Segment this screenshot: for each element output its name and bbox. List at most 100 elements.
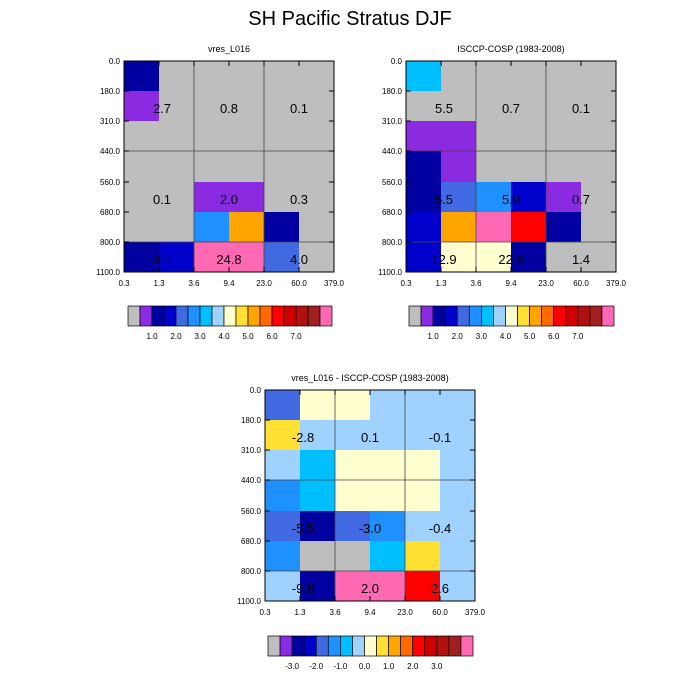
cell-value-label: 0.3 (290, 192, 308, 207)
heatmap-cell (581, 61, 617, 92)
cell-value-label: -2.8 (292, 430, 314, 445)
heatmap-cell (229, 242, 265, 273)
cell-value-label: -3.0 (359, 521, 381, 536)
heatmap-cell (405, 511, 441, 542)
heatmap-cell (265, 420, 301, 451)
colorbar-swatch (291, 635, 305, 657)
heatmap-cell (441, 151, 477, 183)
cell-value-label: 5.0 (502, 192, 520, 207)
cell-value-label: 2.0 (361, 581, 379, 596)
x-tick-label: 3.6 (188, 279, 200, 288)
heatmap-cell (511, 61, 547, 92)
colorbar-swatch (456, 305, 470, 327)
colorbar-swatch (424, 635, 438, 657)
x-tick-label: 60.0 (432, 608, 448, 617)
heatmap-cell (406, 182, 442, 213)
heatmap-cell (229, 212, 265, 243)
colorbar-swatch (408, 305, 422, 327)
colorbar-tick-label: 6.0 (548, 332, 560, 341)
heatmap-cell (441, 242, 477, 273)
heatmap-cell (370, 511, 406, 542)
colorbar-swatch (388, 635, 401, 657)
colorbar-swatch (319, 305, 333, 327)
colorbar-tick-label: 3.0 (431, 662, 443, 671)
heatmap-cell (546, 242, 582, 273)
colorbar-tick-label: 2.0 (170, 332, 182, 341)
y-tick-label: 440.0 (100, 147, 121, 156)
heatmap-cell (265, 541, 301, 572)
y-tick-label: 560.0 (382, 178, 403, 187)
colorbar-tick-label: 2.0 (452, 332, 464, 341)
colorbar-swatch (448, 635, 462, 657)
figure-title: SH Pacific Stratus DJF (248, 8, 452, 30)
colorbar-swatch (553, 305, 567, 327)
cell-value-label: 5.5 (435, 101, 453, 116)
heatmap-cell (194, 61, 230, 92)
heatmap-cell (546, 182, 582, 213)
colorbar-tick-label: 5.0 (524, 332, 536, 341)
heatmap-cell (511, 91, 547, 122)
heatmap-cell (264, 121, 300, 152)
heatmap-cell (229, 182, 265, 213)
heatmap-cell (476, 242, 512, 273)
x-tick-label: 0.3 (118, 279, 130, 288)
heatmap-cell (194, 212, 230, 243)
heatmap-cell (335, 390, 371, 421)
cell-value-label: 3.1 (153, 252, 171, 267)
colorbar-swatch (493, 305, 506, 327)
colorbar-swatch (295, 305, 309, 327)
colorbar-swatch (267, 635, 281, 657)
y-tick-label: 0.0 (109, 57, 121, 66)
heatmap-cell (546, 121, 582, 152)
y-tick-label: 180.0 (241, 416, 262, 425)
x-tick-label: 23.0 (397, 608, 413, 617)
heatmap-cell (370, 541, 406, 572)
colorbar-tick-label: 7.0 (572, 332, 584, 341)
heatmap-cell (265, 450, 301, 481)
heatmap-cell (440, 541, 476, 572)
heatmap-cell (299, 151, 335, 183)
colorbar-tick-label: 5.0 (242, 332, 254, 341)
colorbar-swatch (577, 305, 591, 327)
colorbar-swatch (352, 635, 365, 657)
cell-value-label: 0.1 (290, 101, 308, 116)
x-tick-label: 0.3 (400, 279, 412, 288)
heatmap-cell (476, 121, 512, 152)
heatmap-cell (299, 182, 335, 213)
colorbar-tick-label: 6.0 (266, 332, 278, 341)
heatmap-cell (405, 450, 441, 481)
colorbar-swatch (481, 305, 494, 327)
heatmap-cell (159, 212, 195, 243)
heatmap-cell (370, 390, 406, 421)
heatmap-cell (124, 242, 160, 273)
colorbar-swatch (541, 305, 555, 327)
colorbar-swatch (432, 305, 446, 327)
heatmap-cell (159, 182, 195, 213)
heatmap-cell (476, 91, 512, 122)
heatmap-cell (265, 480, 301, 512)
cell-value-label: 22.8 (498, 252, 523, 267)
x-tick-label: 60.0 (291, 279, 307, 288)
x-tick-label: 9.4 (223, 279, 235, 288)
colorbar-tick-label: -2.0 (309, 662, 323, 671)
heatmap-cell (194, 121, 230, 152)
colorbar-swatch (283, 305, 297, 327)
heatmap-cell (476, 61, 512, 92)
heatmap-cell (546, 212, 582, 243)
x-tick-label: 3.6 (329, 608, 341, 617)
colorbar-swatch (211, 305, 225, 327)
colorbar-swatch (376, 635, 389, 657)
heatmap-cell (440, 420, 476, 451)
y-tick-label: 180.0 (100, 87, 121, 96)
x-tick-label: 1.3 (153, 279, 165, 288)
colorbar-swatch (340, 635, 353, 657)
colorbar-tick-label: 2.0 (407, 662, 419, 671)
heatmap-cell (405, 420, 441, 451)
colorbar-swatch (420, 305, 434, 327)
heatmap-cell (406, 212, 442, 243)
heatmap-cell (581, 91, 617, 122)
heatmap-cell (300, 480, 336, 512)
heatmap-cell (159, 242, 195, 273)
heatmap-cell (440, 390, 476, 421)
